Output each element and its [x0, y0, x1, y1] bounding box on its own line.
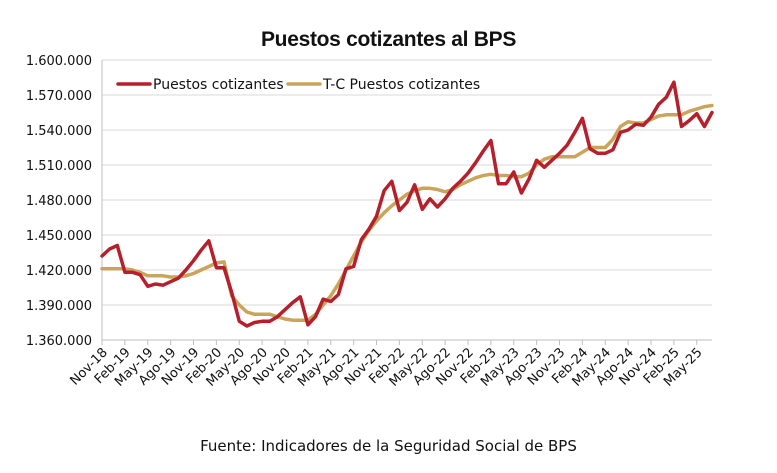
series-line-tc-puestos-cotizantes: [100, 103, 714, 322]
source-note: Fuente: Indicadores de la Seguridad Soci…: [200, 437, 577, 455]
axes: [101, 60, 712, 345]
series-line-puestos-cotizantes: [100, 80, 714, 328]
y-tick-label: 1.510.000: [26, 159, 92, 174]
legend: Puestos cotizantes T-C Puestos cotizantes: [116, 77, 480, 93]
gridlines: [102, 59, 712, 306]
y-tick-labels: 1.360.000 1.390.000 1.420.000 1.450.000 1.48…: [26, 54, 92, 349]
y-tick-label: 1.570.000: [26, 89, 92, 104]
y-tick-label: 1.420.000: [26, 264, 92, 279]
legend-label-tc-puestos-cotizantes: T-C Puestos cotizantes: [322, 77, 480, 93]
x-tick-labels: Nov-18Feb-19May-19Ago-19Nov-19Feb-20May-…: [68, 345, 706, 389]
series-lines: [100, 80, 714, 328]
y-tick-label: 1.480.000: [26, 194, 92, 209]
y-tick-label: 1.360.000: [26, 334, 92, 349]
y-tick-label: 1.390.000: [26, 299, 92, 314]
y-tick-label: 1.600.000: [26, 54, 92, 69]
legend-label-puestos-cotizantes: Puestos cotizantes: [153, 77, 284, 93]
y-tick-label: 1.450.000: [26, 229, 92, 244]
y-tick-label: 1.540.000: [26, 124, 92, 139]
chart-title: Puestos cotizantes al BPS: [260, 28, 517, 51]
